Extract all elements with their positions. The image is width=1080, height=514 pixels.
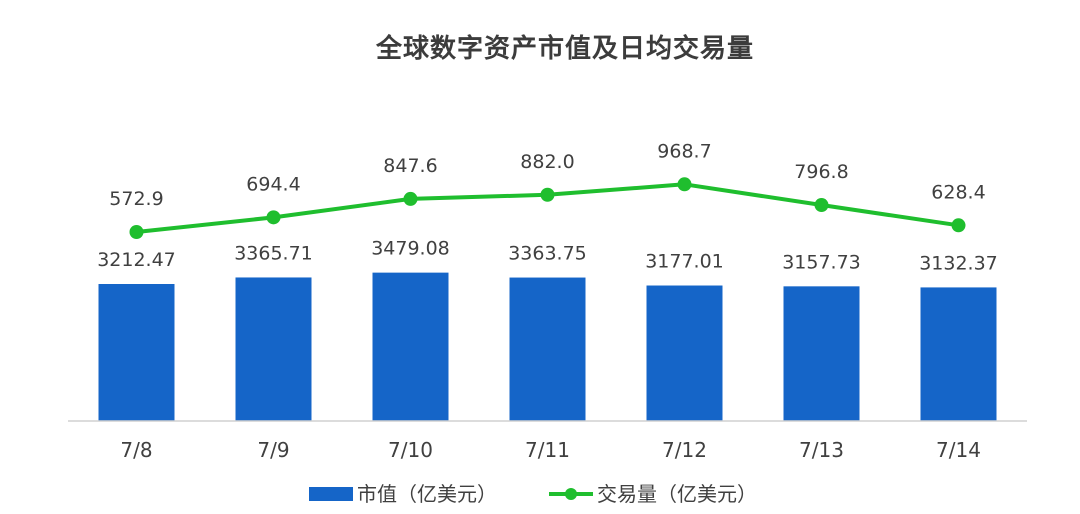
bar [372, 272, 449, 421]
line-value-label: 796.8 [794, 161, 848, 183]
x-tick-label: 7/11 [525, 438, 570, 462]
bar-value-label: 3132.37 [919, 252, 998, 274]
bar-value-label: 3212.47 [97, 249, 176, 271]
bar [98, 284, 175, 421]
line-point [814, 198, 829, 213]
bar [646, 285, 723, 421]
line-value-label: 572.9 [109, 188, 163, 210]
line-value-label: 968.7 [657, 140, 711, 162]
x-tick-label: 7/12 [662, 438, 707, 462]
line-point [129, 225, 144, 239]
chart-title: 全球数字资产市值及日均交易量 [375, 34, 754, 64]
line-point [677, 177, 692, 192]
legend-line-marker [565, 488, 577, 500]
bar-value-label: 3177.01 [645, 251, 724, 273]
line-point [403, 191, 418, 206]
line-value-label: 847.6 [383, 155, 437, 177]
line-value-label: 882.0 [520, 151, 574, 173]
bar [783, 286, 860, 421]
bar-value-label: 3365.71 [234, 242, 313, 264]
line-point [951, 218, 966, 233]
bar [509, 277, 586, 421]
x-tick-label: 7/9 [257, 438, 289, 462]
line-point [540, 187, 555, 202]
bar-value-label: 3479.08 [371, 238, 450, 260]
legend-line-label: 交易量（亿美元） [597, 482, 757, 506]
bar-value-label: 3363.75 [508, 243, 587, 265]
x-tick-label: 7/13 [799, 438, 844, 462]
legend-bar-swatch [309, 487, 353, 501]
line-point [266, 210, 281, 225]
line-value-label: 628.4 [931, 181, 985, 203]
bar [235, 277, 312, 421]
legend-bar-label: 市值（亿美元） [357, 482, 497, 506]
x-tick-label: 7/14 [936, 438, 981, 462]
x-tick-label: 7/8 [120, 438, 152, 462]
bar-value-label: 3157.73 [782, 251, 861, 273]
bar [920, 287, 997, 421]
line-value-label: 694.4 [246, 173, 300, 195]
x-tick-label: 7/10 [388, 438, 433, 462]
